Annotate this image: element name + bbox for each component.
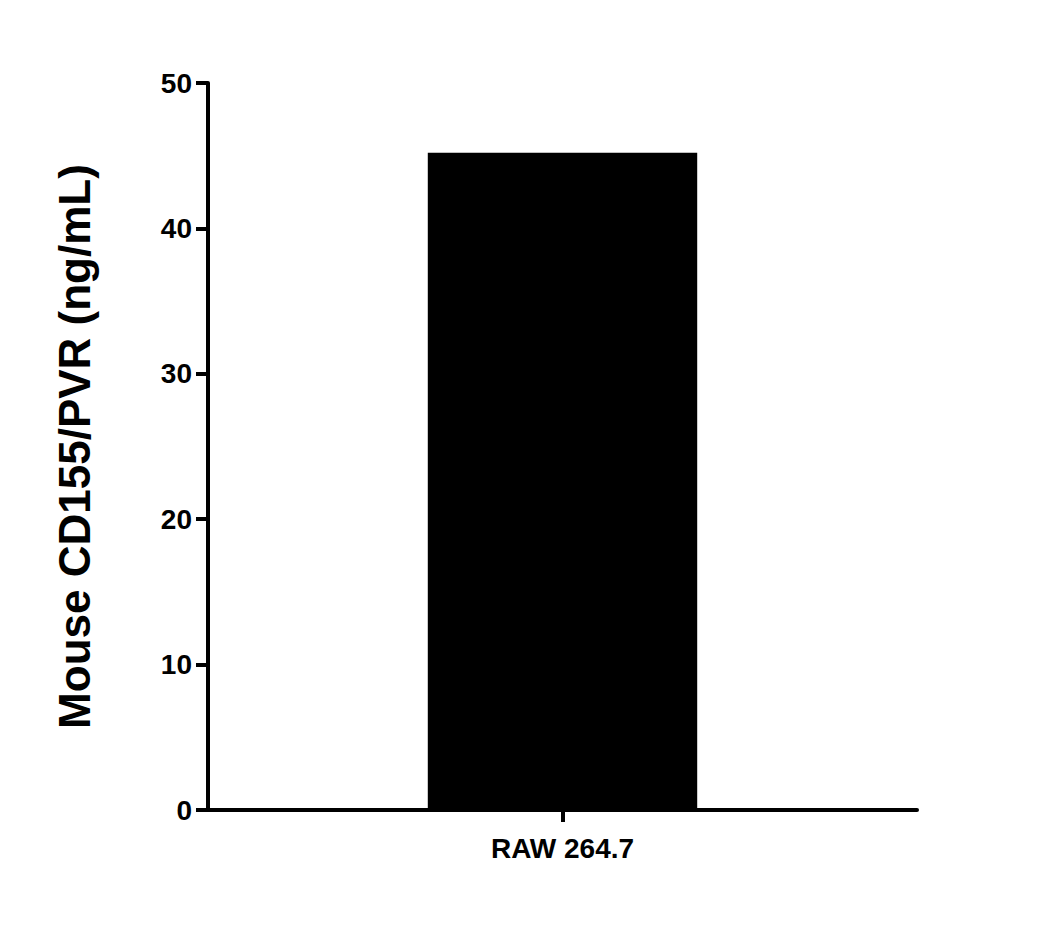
svg-text:RAW 264.7: RAW 264.7 [491, 833, 634, 864]
svg-text:20: 20 [161, 504, 192, 535]
svg-text:30: 30 [161, 358, 192, 389]
svg-text:50: 50 [161, 68, 192, 99]
svg-text:10: 10 [161, 649, 192, 680]
svg-text:0: 0 [176, 795, 192, 826]
svg-text:Mouse CD155/PVR (ng/mL): Mouse CD155/PVR (ng/mL) [50, 164, 99, 729]
svg-text:40: 40 [161, 213, 192, 244]
